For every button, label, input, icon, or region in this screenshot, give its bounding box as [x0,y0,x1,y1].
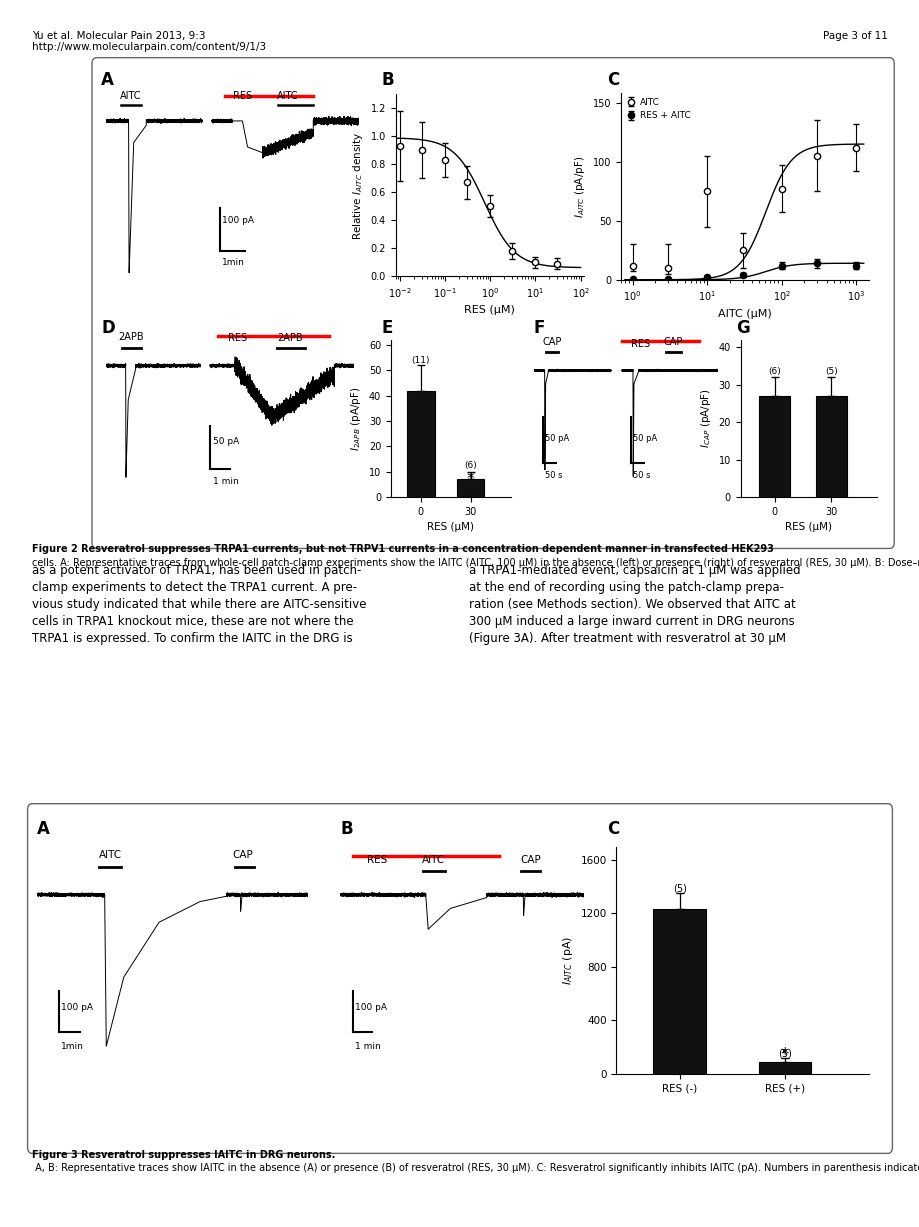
Bar [407,390,434,497]
Text: 2APB: 2APB [277,334,302,344]
Y-axis label: $I_{2APB}$ (pA/pF): $I_{2APB}$ (pA/pF) [349,387,363,450]
Text: AITC: AITC [98,850,121,860]
Bar [652,909,705,1074]
Text: 50 pA: 50 pA [544,434,568,443]
Text: B: B [381,71,394,90]
Text: (6): (6) [464,461,477,470]
Text: C: C [607,820,618,838]
Bar [758,1061,811,1074]
Text: F: F [533,319,544,337]
Text: RES: RES [233,91,252,101]
Bar [457,480,484,497]
Text: C: C [607,71,618,90]
X-axis label: RES (μM): RES (μM) [784,523,832,533]
Text: 1min: 1min [222,259,244,267]
Text: AITC: AITC [421,854,444,865]
Text: G: G [735,319,749,337]
Text: 100 pA: 100 pA [222,216,254,225]
Text: 1 min: 1 min [355,1042,380,1052]
Text: CAP: CAP [519,854,540,865]
Text: A: A [37,820,50,838]
Legend: AITC, RES + AITC: AITC, RES + AITC [625,98,690,120]
Text: *: * [467,472,474,487]
X-axis label: RES (μM): RES (μM) [426,523,474,533]
Text: *: * [780,1047,789,1064]
Text: a TRPA1-mediated event, capsaicin at 1 μM was applied
at the end of recording us: a TRPA1-mediated event, capsaicin at 1 μ… [469,564,800,645]
Bar [815,396,846,497]
X-axis label: RES (μM): RES (μM) [464,306,515,315]
Text: RES: RES [228,334,246,344]
Text: as a potent activator of TRPA1, has been used in patch-
clamp experiments to det: as a potent activator of TRPA1, has been… [32,564,367,645]
Text: Yu et al. Molecular Pain 2013, 9:3: Yu et al. Molecular Pain 2013, 9:3 [32,31,206,42]
Text: 100 pA: 100 pA [355,1002,387,1012]
Text: B: B [340,820,353,838]
Text: A: A [101,71,114,90]
Text: (11): (11) [411,356,430,364]
Y-axis label: $I_{AITC}$ (pA): $I_{AITC}$ (pA) [561,935,574,985]
Text: 50 s: 50 s [632,471,650,480]
Text: CAP: CAP [663,336,683,347]
Text: (6): (6) [767,367,780,375]
Text: Figure 3 Resveratrol suppresses IAITC in DRG neurons.: Figure 3 Resveratrol suppresses IAITC in… [32,1150,335,1160]
Text: 1 min: 1 min [212,477,238,486]
Text: A, B: Representative traces show IAITC in the absence (A) or presence (B) of res: A, B: Representative traces show IAITC i… [32,1163,919,1173]
Y-axis label: Relative $I_{AITC}$ density: Relative $I_{AITC}$ density [350,131,365,239]
Text: (5): (5) [672,883,686,893]
Text: CAP: CAP [233,850,253,860]
Text: 50 pA: 50 pA [632,434,656,443]
Text: E: E [381,319,392,337]
Text: D: D [101,319,115,337]
Text: 2APB: 2APB [118,331,143,341]
Text: cells. A: Representative traces from whole-cell patch-clamp experiments show the: cells. A: Representative traces from who… [32,558,919,568]
Text: RES: RES [630,340,649,350]
Y-axis label: $I_{AITC}$ (pA/pF): $I_{AITC}$ (pA/pF) [573,156,586,217]
Text: AITC: AITC [277,91,299,101]
Text: Figure 2 Resveratrol suppresses TRPA1 currents, but not TRPV1 currents in a conc: Figure 2 Resveratrol suppresses TRPA1 cu… [32,544,773,553]
Text: 100 pA: 100 pA [62,1002,93,1012]
Text: http://www.molecularpain.com/content/9/1/3: http://www.molecularpain.com/content/9/1… [32,42,266,52]
Text: CAP: CAP [541,336,562,347]
Text: 50 pA: 50 pA [212,437,239,447]
Text: 50 s: 50 s [544,471,562,480]
X-axis label: AITC (μM): AITC (μM) [718,309,771,319]
Text: (5): (5) [777,1049,791,1059]
Text: 1min: 1min [62,1042,84,1052]
Y-axis label: $I_{CAP}$ (pA/pF): $I_{CAP}$ (pA/pF) [698,389,712,448]
Text: AITC: AITC [120,91,142,101]
Text: Page 3 of 11: Page 3 of 11 [822,31,887,42]
Text: (5): (5) [824,367,837,375]
Text: RES: RES [367,854,387,865]
Bar [758,396,789,497]
